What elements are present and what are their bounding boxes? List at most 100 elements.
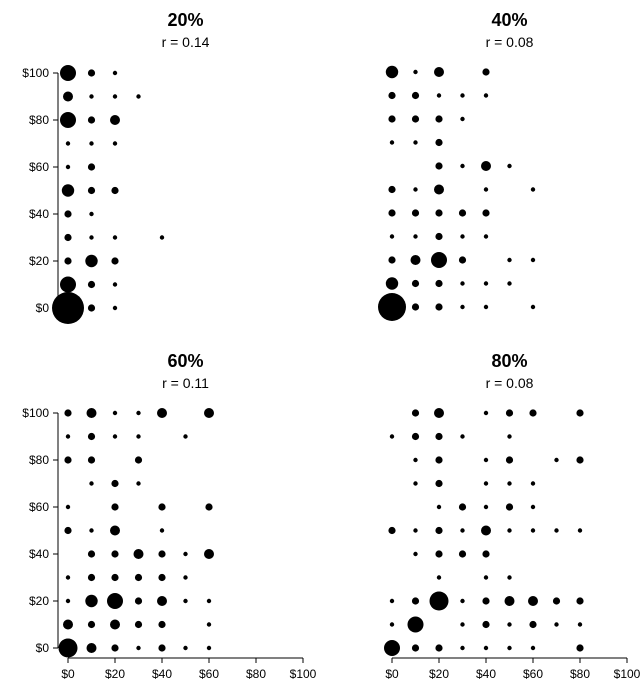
- data-point: [87, 456, 96, 464]
- data-point: [411, 115, 420, 123]
- panel-subtitle: r = 0.14: [162, 34, 210, 50]
- data-point: [136, 481, 141, 486]
- data-point: [158, 550, 166, 558]
- data-point: [63, 619, 73, 630]
- data-point: [482, 68, 490, 76]
- data-point: [388, 209, 396, 217]
- data-point: [507, 434, 512, 439]
- data-point: [65, 598, 71, 604]
- data-point: [378, 293, 406, 321]
- data-point: [411, 303, 420, 311]
- data-point: [158, 620, 166, 629]
- data-point: [576, 409, 584, 417]
- data-point: [159, 528, 165, 533]
- data-point: [507, 257, 512, 263]
- y-tick-label: $40: [29, 547, 49, 561]
- data-point: [89, 481, 94, 486]
- data-point: [483, 281, 489, 286]
- data-point: [576, 456, 584, 464]
- data-point: [435, 232, 443, 241]
- panel-subtitle: r = 0.11: [162, 375, 209, 391]
- x-tick-label: $60: [523, 667, 543, 681]
- data-point: [530, 645, 536, 651]
- data-point: [389, 234, 395, 239]
- data-point: [483, 304, 489, 310]
- data-point: [458, 503, 467, 511]
- data-point: [65, 164, 71, 170]
- data-point: [60, 112, 76, 128]
- data-point: [435, 456, 443, 464]
- data-point: [483, 504, 489, 510]
- data-point: [388, 115, 396, 123]
- panel-4: 80% r = 0.08 $0 $20 $40 $60 $80 $100: [384, 351, 640, 681]
- data-point: [435, 115, 443, 123]
- data-point: [458, 256, 467, 264]
- data-point: [435, 479, 443, 488]
- data-point: [183, 645, 188, 651]
- x-tick-label: $0: [61, 667, 75, 681]
- data-point: [481, 161, 491, 171]
- data-point: [388, 526, 396, 535]
- data-point: [435, 432, 443, 441]
- data-point: [63, 91, 73, 102]
- data-point: [64, 233, 72, 242]
- data-point: [413, 481, 418, 486]
- data-point: [89, 235, 94, 240]
- data-point: [577, 622, 583, 627]
- data-point: [133, 549, 144, 559]
- data-point: [159, 235, 165, 240]
- data-point: [158, 503, 166, 511]
- x-tick-label: $80: [570, 667, 590, 681]
- data-point: [436, 575, 442, 580]
- data-point: [407, 616, 424, 633]
- data-point: [112, 141, 118, 146]
- x-tick-label: $100: [614, 667, 640, 681]
- panel-3: 60% r = 0.11 $0 $20 $40 $60 $80 $100 $0 $20 $40 $60…: [22, 351, 316, 681]
- y-tick-label: $20: [29, 254, 49, 268]
- data-point: [505, 503, 514, 511]
- data-point: [86, 643, 97, 653]
- data-point: [136, 94, 141, 99]
- data-point: [435, 209, 443, 217]
- data-point: [460, 163, 465, 169]
- data-point: [87, 432, 96, 441]
- data-point: [436, 93, 442, 98]
- data-point: [431, 252, 447, 268]
- data-point: [64, 409, 72, 417]
- data-point: [576, 597, 584, 605]
- data-point: [110, 619, 120, 630]
- data-point: [204, 408, 214, 418]
- panel-1: 20% r = 0.14 $0 $20 $40 $60 $80 $100: [22, 10, 210, 324]
- data-point: [134, 620, 143, 629]
- data-point: [206, 622, 212, 627]
- data-point: [204, 549, 214, 559]
- data-point: [60, 65, 76, 81]
- data-point: [436, 504, 442, 510]
- x-tick-label: $40: [152, 667, 172, 681]
- data-point: [413, 457, 418, 463]
- data-point: [434, 184, 444, 195]
- data-point: [183, 551, 188, 557]
- data-point: [460, 622, 465, 627]
- data-point: [65, 141, 71, 146]
- panel-title: 40%: [491, 10, 527, 30]
- data-point: [483, 575, 489, 580]
- data-point: [411, 409, 420, 417]
- data-point: [183, 598, 188, 604]
- data-point: [158, 644, 166, 652]
- data-point: [529, 409, 537, 417]
- data-point: [530, 504, 536, 510]
- data-point: [435, 303, 443, 311]
- data-point: [206, 598, 212, 604]
- data-point: [112, 434, 118, 439]
- data-point: [89, 94, 94, 99]
- data-point: [482, 209, 490, 217]
- panel-subtitle: r = 0.08: [486, 375, 534, 391]
- data-point: [183, 575, 188, 580]
- data-point: [507, 528, 512, 533]
- data-point: [460, 528, 465, 533]
- data-point: [482, 597, 490, 605]
- data-point: [507, 481, 512, 486]
- data-point: [385, 65, 399, 79]
- data-point: [111, 186, 119, 195]
